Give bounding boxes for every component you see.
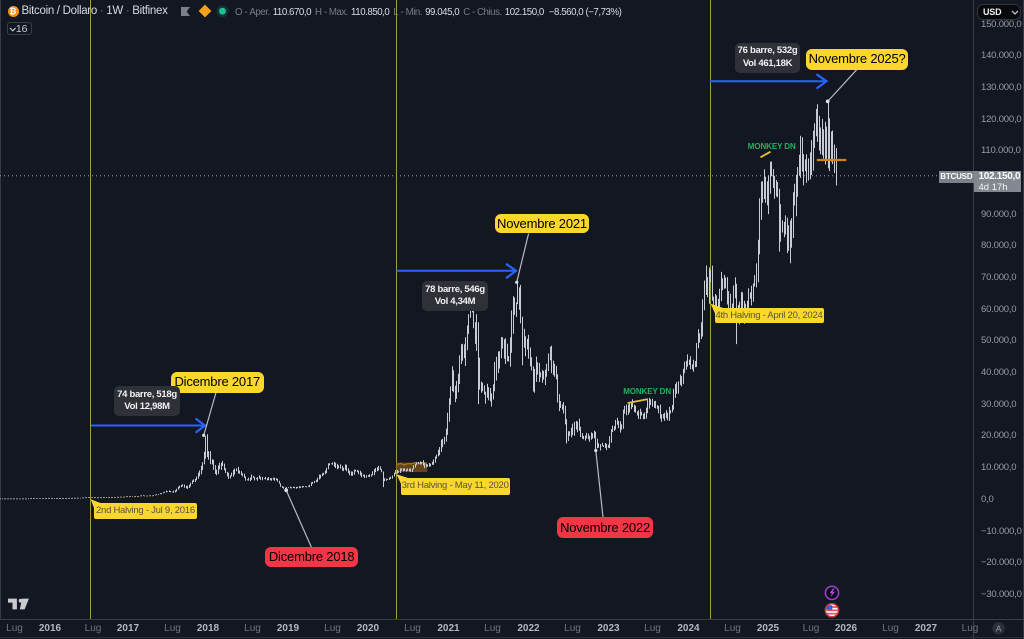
svg-text:A: A [996, 624, 1002, 634]
